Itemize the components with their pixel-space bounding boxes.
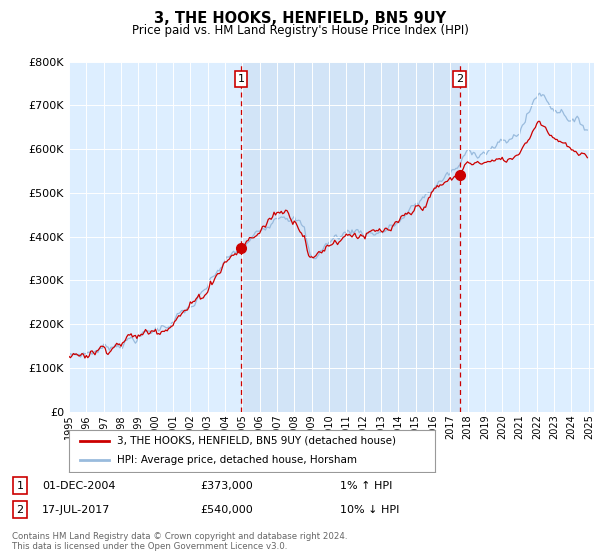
Text: 17-JUL-2017: 17-JUL-2017: [42, 505, 110, 515]
Text: Price paid vs. HM Land Registry's House Price Index (HPI): Price paid vs. HM Land Registry's House …: [131, 24, 469, 36]
Text: 01-DEC-2004: 01-DEC-2004: [42, 480, 115, 491]
Text: 2: 2: [456, 74, 463, 84]
Text: HPI: Average price, detached house, Horsham: HPI: Average price, detached house, Hors…: [116, 455, 356, 465]
Bar: [241, 62, 460, 412]
Text: £373,000: £373,000: [200, 480, 253, 491]
Text: 2: 2: [16, 505, 23, 515]
Text: £540,000: £540,000: [200, 505, 253, 515]
Text: 3, THE HOOKS, HENFIELD, BN5 9UY: 3, THE HOOKS, HENFIELD, BN5 9UY: [154, 11, 446, 26]
Text: 3, THE HOOKS, HENFIELD, BN5 9UY (detached house): 3, THE HOOKS, HENFIELD, BN5 9UY (detache…: [116, 436, 395, 446]
Text: 10% ↓ HPI: 10% ↓ HPI: [340, 505, 400, 515]
Text: 1: 1: [17, 480, 23, 491]
Text: Contains HM Land Registry data © Crown copyright and database right 2024.
This d: Contains HM Land Registry data © Crown c…: [12, 532, 347, 552]
Text: 1: 1: [238, 74, 244, 84]
Text: 1% ↑ HPI: 1% ↑ HPI: [340, 480, 392, 491]
